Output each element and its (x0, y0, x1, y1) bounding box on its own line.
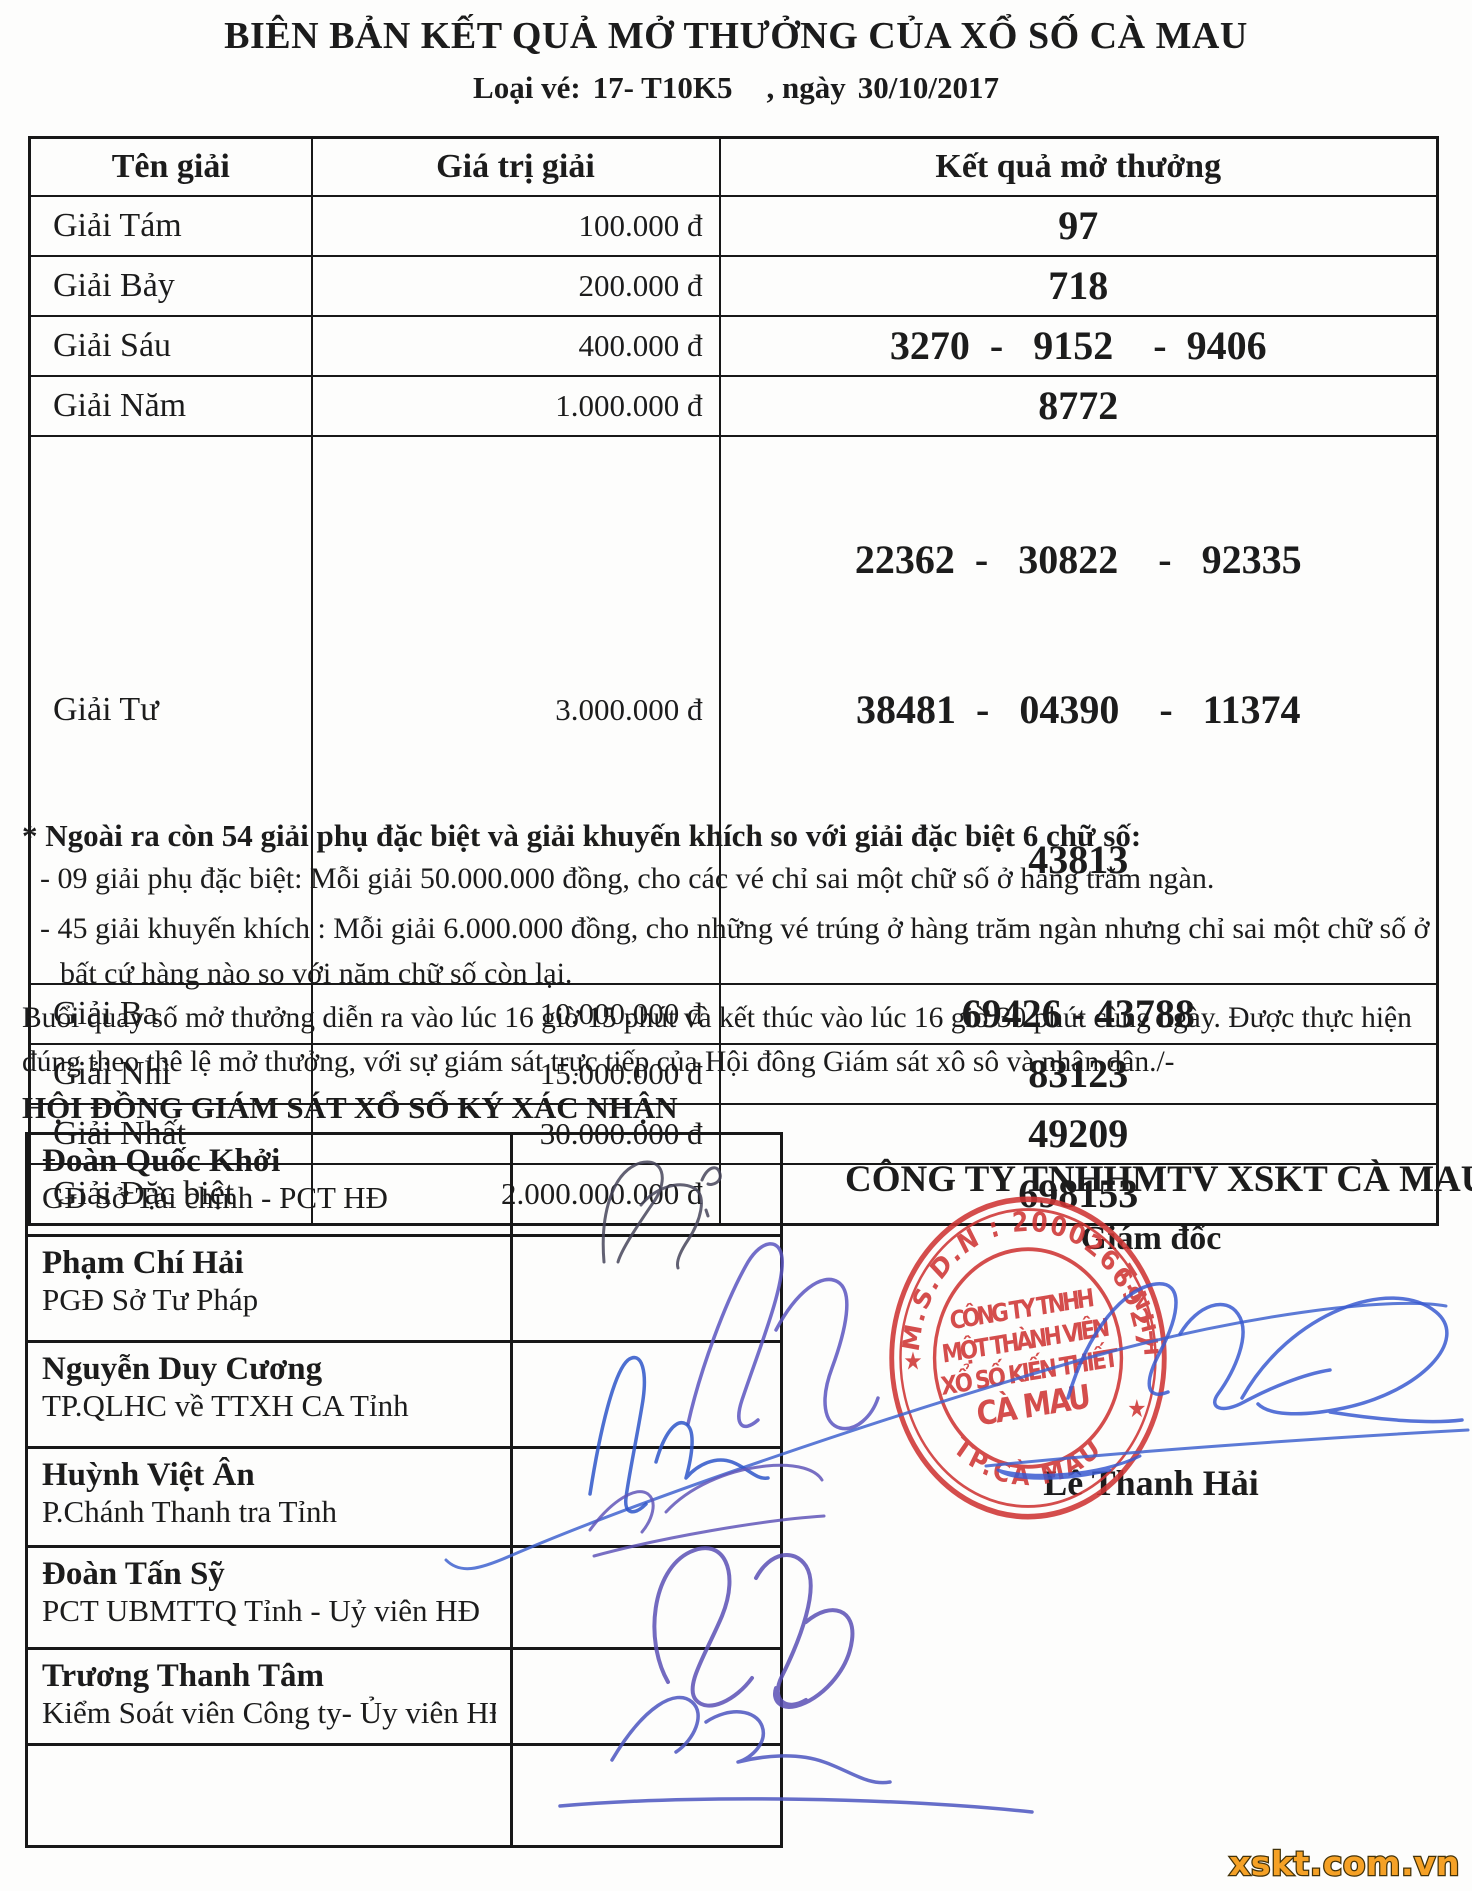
prize-name: Giải Ba (28, 983, 313, 1045)
supervisor-role: GĐ Sở Tài chính - PCT HĐ (42, 1180, 388, 1215)
result-line: 3270 - 9152 - 9406 (889, 323, 1267, 368)
prize-result: 69426 - 43788 (718, 983, 1439, 1045)
result-line: 49209 (1028, 1111, 1129, 1156)
company-name: CÔNG TY TNHHMTV XSKT CÀ MAU (845, 1159, 1472, 1200)
company-stamp: M.S.D.N : 2000266927 T.NHH TP.CÀ MAU ★ ★… (889, 1196, 1167, 1520)
result-line: 97 (1058, 203, 1099, 248)
signature-cell (510, 1234, 783, 1343)
supervisor-name: Huỳnh Việt Ân (42, 1457, 255, 1493)
ticket-type-label: Loại vé: (473, 70, 581, 105)
supervision-heading: HỘI ĐỒNG GIÁM SÁT XỔ SỐ KÝ XÁC NHẬN (22, 1090, 678, 1125)
watermark: xskt.com.vn (1228, 1843, 1461, 1885)
table-row: Phạm Chí Hải PGĐ Sở Tư Pháp (25, 1234, 783, 1343)
notes-title: * Ngoài ra còn 54 giải phụ đặc biệt và g… (22, 818, 1142, 853)
supervisor-cell: Phạm Chí Hải PGĐ Sở Tư Pháp (25, 1234, 513, 1343)
supervisor-cell: Trương Thanh Tâm Kiểm Soát viên Công ty-… (25, 1647, 513, 1746)
table-row: Trương Thanh Tâm Kiểm Soát viên Công ty-… (25, 1647, 783, 1746)
result-line: 43813 (1028, 837, 1129, 882)
prize-value: 100.000 đ (310, 195, 721, 257)
supervisor-name: Đoàn Quốc Khởi (42, 1143, 281, 1179)
supervisor-role: P.Chánh Thanh tra Tỉnh (42, 1494, 338, 1529)
prize-value: 200.000 đ (310, 255, 721, 317)
prize-value: 10.000.000 đ (310, 983, 721, 1045)
prize-value: 1.000.000 đ (310, 375, 721, 437)
prize-name: Giải Bảy (28, 255, 313, 317)
prize-result: 3270 - 9152 - 9406 (718, 315, 1439, 377)
table-row: Đoàn Quốc Khởi GĐ Sở Tài chính - PCT HĐ (25, 1132, 783, 1237)
prize-value: 400.000 đ (310, 315, 721, 377)
prize-name: Giải Nhì (28, 1043, 313, 1105)
signature-cell (510, 1545, 783, 1650)
table-row (25, 1743, 783, 1848)
signature-cell (510, 1446, 783, 1548)
ticket-type-value: 17- T10K5 (592, 70, 733, 105)
supervisor-role: PGĐ Sở Tư Pháp (42, 1282, 259, 1317)
signature-cell (510, 1647, 783, 1746)
table-row: Giải Ba 10.000.000 đ 69426 - 43788 (28, 983, 1439, 1045)
prize-result: 8772 (718, 375, 1439, 437)
table-row: Giải Nhì 15.000.000 đ 83123 (28, 1043, 1439, 1105)
col-header-prize-name: Tên giải (28, 136, 313, 197)
table-row: Giải Năm 1.000.000 đ 8772 (28, 375, 1439, 437)
signature-cell-empty (510, 1743, 783, 1848)
ticket-info-line: Loại vé: 17- T10K5 , ngày 30/10/2017 (0, 70, 1472, 106)
supervisor-cell: Đoàn Tấn Sỹ PCT UBMTTQ Tỉnh - Uỷ viên HĐ (25, 1545, 513, 1650)
results-header-row: Tên giải Giá trị giải Kết quả mở thưởng (28, 136, 1439, 197)
result-line: 69426 - 43788 (961, 991, 1195, 1036)
result-line: 83123 (1028, 1051, 1129, 1096)
supervisor-name: Nguyễn Duy Cương (42, 1351, 323, 1387)
prize-result: 49209 (718, 1103, 1439, 1165)
result-line: 8772 (1038, 383, 1119, 428)
result-line: 38481 - 04390 - 11374 (856, 687, 1301, 732)
supervisor-role: Kiểm Soát viên Công ty- Ủy viên HĐ (42, 1695, 496, 1730)
col-header-prize-value: Giá trị giải (310, 136, 721, 197)
table-row: Giải Bảy 200.000 đ 718 (28, 255, 1439, 317)
date-value: 30/10/2017 (857, 70, 999, 105)
supervisor-name: Trương Thanh Tâm (42, 1658, 325, 1694)
prize-name: Giải Sáu (28, 315, 313, 377)
stamp-star-right-icon: ★ (1127, 1394, 1146, 1423)
signature-cell (510, 1132, 783, 1237)
supervisor-cell-empty (25, 1743, 513, 1848)
prize-name: Giải Năm (28, 375, 313, 437)
prize-result: 718 (718, 255, 1439, 317)
col-header-prize-result: Kết quả mở thưởng (718, 136, 1439, 197)
supervisor-name: Đoàn Tấn Sỹ (42, 1556, 225, 1592)
table-row: Giải Tám 100.000 đ 97 (28, 195, 1439, 257)
supervisor-cell: Huỳnh Việt Ân P.Chánh Thanh tra Tỉnh (25, 1446, 513, 1548)
stamp-star-left-icon: ★ (903, 1347, 922, 1376)
prize-result: 22362 - 30822 - 92335 38481 - 04390 - 11… (718, 435, 1439, 985)
stamp-ring-bottom-text: TP.CÀ MAU (949, 1430, 1108, 1492)
prize-name: Giải Tư (28, 435, 313, 985)
prize-result: 83123 (718, 1043, 1439, 1105)
prize-value: 15.000.000 đ (310, 1043, 721, 1105)
result-line: 22362 - 30822 - 92335 (854, 537, 1302, 582)
supervisor-cell: Nguyễn Duy Cương TP.QLHC về TTXH CA Tỉnh (25, 1340, 513, 1449)
table-row: Giải Tư 3.000.000 đ 22362 - 30822 - 9233… (28, 435, 1439, 985)
note-item: - 09 giải phụ đặc biệt: Mỗi giải 50.000.… (40, 862, 1215, 895)
supervisor-role: PCT UBMTTQ Tỉnh - Uỷ viên HĐ (42, 1593, 481, 1628)
supervisor-cell: Đoàn Quốc Khởi GĐ Sở Tài chính - PCT HĐ (25, 1132, 513, 1237)
page-title: BIÊN BẢN KẾT QUẢ MỞ THƯỞNG CỦA XỔ SỐ CÀ … (224, 15, 1248, 57)
note-item: - 45 giải khuyến khích : Mỗi giải 6.000.… (40, 912, 1430, 990)
prize-value: 3.000.000 đ (310, 435, 721, 985)
date-label: , ngày (766, 70, 846, 105)
table-row: Đoàn Tấn Sỹ PCT UBMTTQ Tỉnh - Uỷ viên HĐ (25, 1545, 783, 1650)
prize-result: 698153 (718, 1163, 1439, 1226)
signature-cell (510, 1340, 783, 1449)
supervisor-role: TP.QLHC về TTXH CA Tỉnh (42, 1388, 409, 1423)
table-row: Huỳnh Việt Ân P.Chánh Thanh tra Tỉnh (25, 1446, 783, 1548)
supervisor-name: Phạm Chí Hải (42, 1245, 244, 1281)
table-row: Giải Sáu 400.000 đ 3270 - 9152 - 9406 (28, 315, 1439, 377)
table-row: Nguyễn Duy Cương TP.QLHC về TTXH CA Tỉnh (25, 1340, 783, 1449)
result-line: 718 (1048, 263, 1109, 308)
supervision-signature-table: Đoàn Quốc Khởi GĐ Sở Tài chính - PCT HĐ … (25, 1132, 783, 1848)
prize-result: 97 (718, 195, 1439, 257)
prize-name: Giải Tám (28, 195, 313, 257)
drawing-time-paragraph: Buổi quay số mở thưởng diễn ra vào lúc 1… (22, 1002, 1412, 1079)
